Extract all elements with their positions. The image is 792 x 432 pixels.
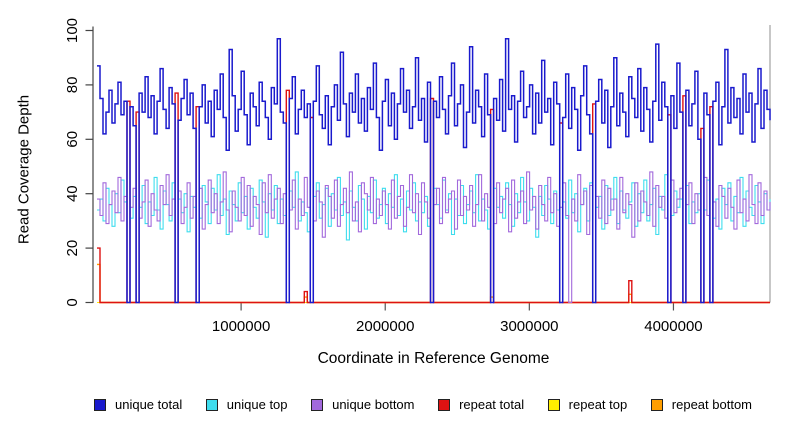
repeat-bottom-swatch-icon xyxy=(650,398,663,411)
legend-item-unique-total: unique total xyxy=(94,397,182,412)
svg-text:1000000: 1000000 xyxy=(212,318,270,335)
repeat-top-swatch-icon xyxy=(547,398,560,411)
legend-item-unique-top: unique top xyxy=(205,397,288,412)
repeat-total-swatch-icon xyxy=(438,398,451,411)
svg-text:40: 40 xyxy=(64,185,81,202)
svg-text:3000000: 3000000 xyxy=(500,318,558,335)
legend-label: repeat top xyxy=(568,397,628,412)
svg-text:100: 100 xyxy=(64,18,81,43)
svg-text:80: 80 xyxy=(64,77,81,94)
legend-item-unique-bottom: unique bottom xyxy=(311,397,415,412)
y-axis-title: Read Coverage Depth xyxy=(15,94,33,245)
svg-text:0: 0 xyxy=(64,298,81,306)
legend-item-repeat-top: repeat top xyxy=(547,397,628,412)
plot-area: 0 20 40 60 80 100 1000000 2000000 3000000 4000000 xyxy=(64,18,771,335)
legend-label: unique total xyxy=(115,397,183,412)
legend-item-repeat-total: repeat total xyxy=(438,397,524,412)
x-axis-title: Coordinate in Reference Genome xyxy=(317,350,550,367)
svg-text:2000000: 2000000 xyxy=(356,318,414,335)
unique-bottom-swatch-icon xyxy=(311,398,324,411)
legend-label: repeat total xyxy=(459,397,525,412)
legend: unique total unique top unique bottom re… xyxy=(94,397,752,412)
unique-total-swatch-icon xyxy=(94,398,106,411)
legend-label: repeat bottom xyxy=(671,397,752,412)
svg-text:20: 20 xyxy=(64,240,81,257)
svg-text:60: 60 xyxy=(64,131,81,148)
legend-label: unique top xyxy=(226,397,288,412)
legend-label: unique bottom xyxy=(332,397,415,412)
legend-item-repeat-bottom: repeat bottom xyxy=(650,397,752,412)
unique-top-swatch-icon xyxy=(205,398,218,411)
svg-text:4000000: 4000000 xyxy=(644,318,702,335)
